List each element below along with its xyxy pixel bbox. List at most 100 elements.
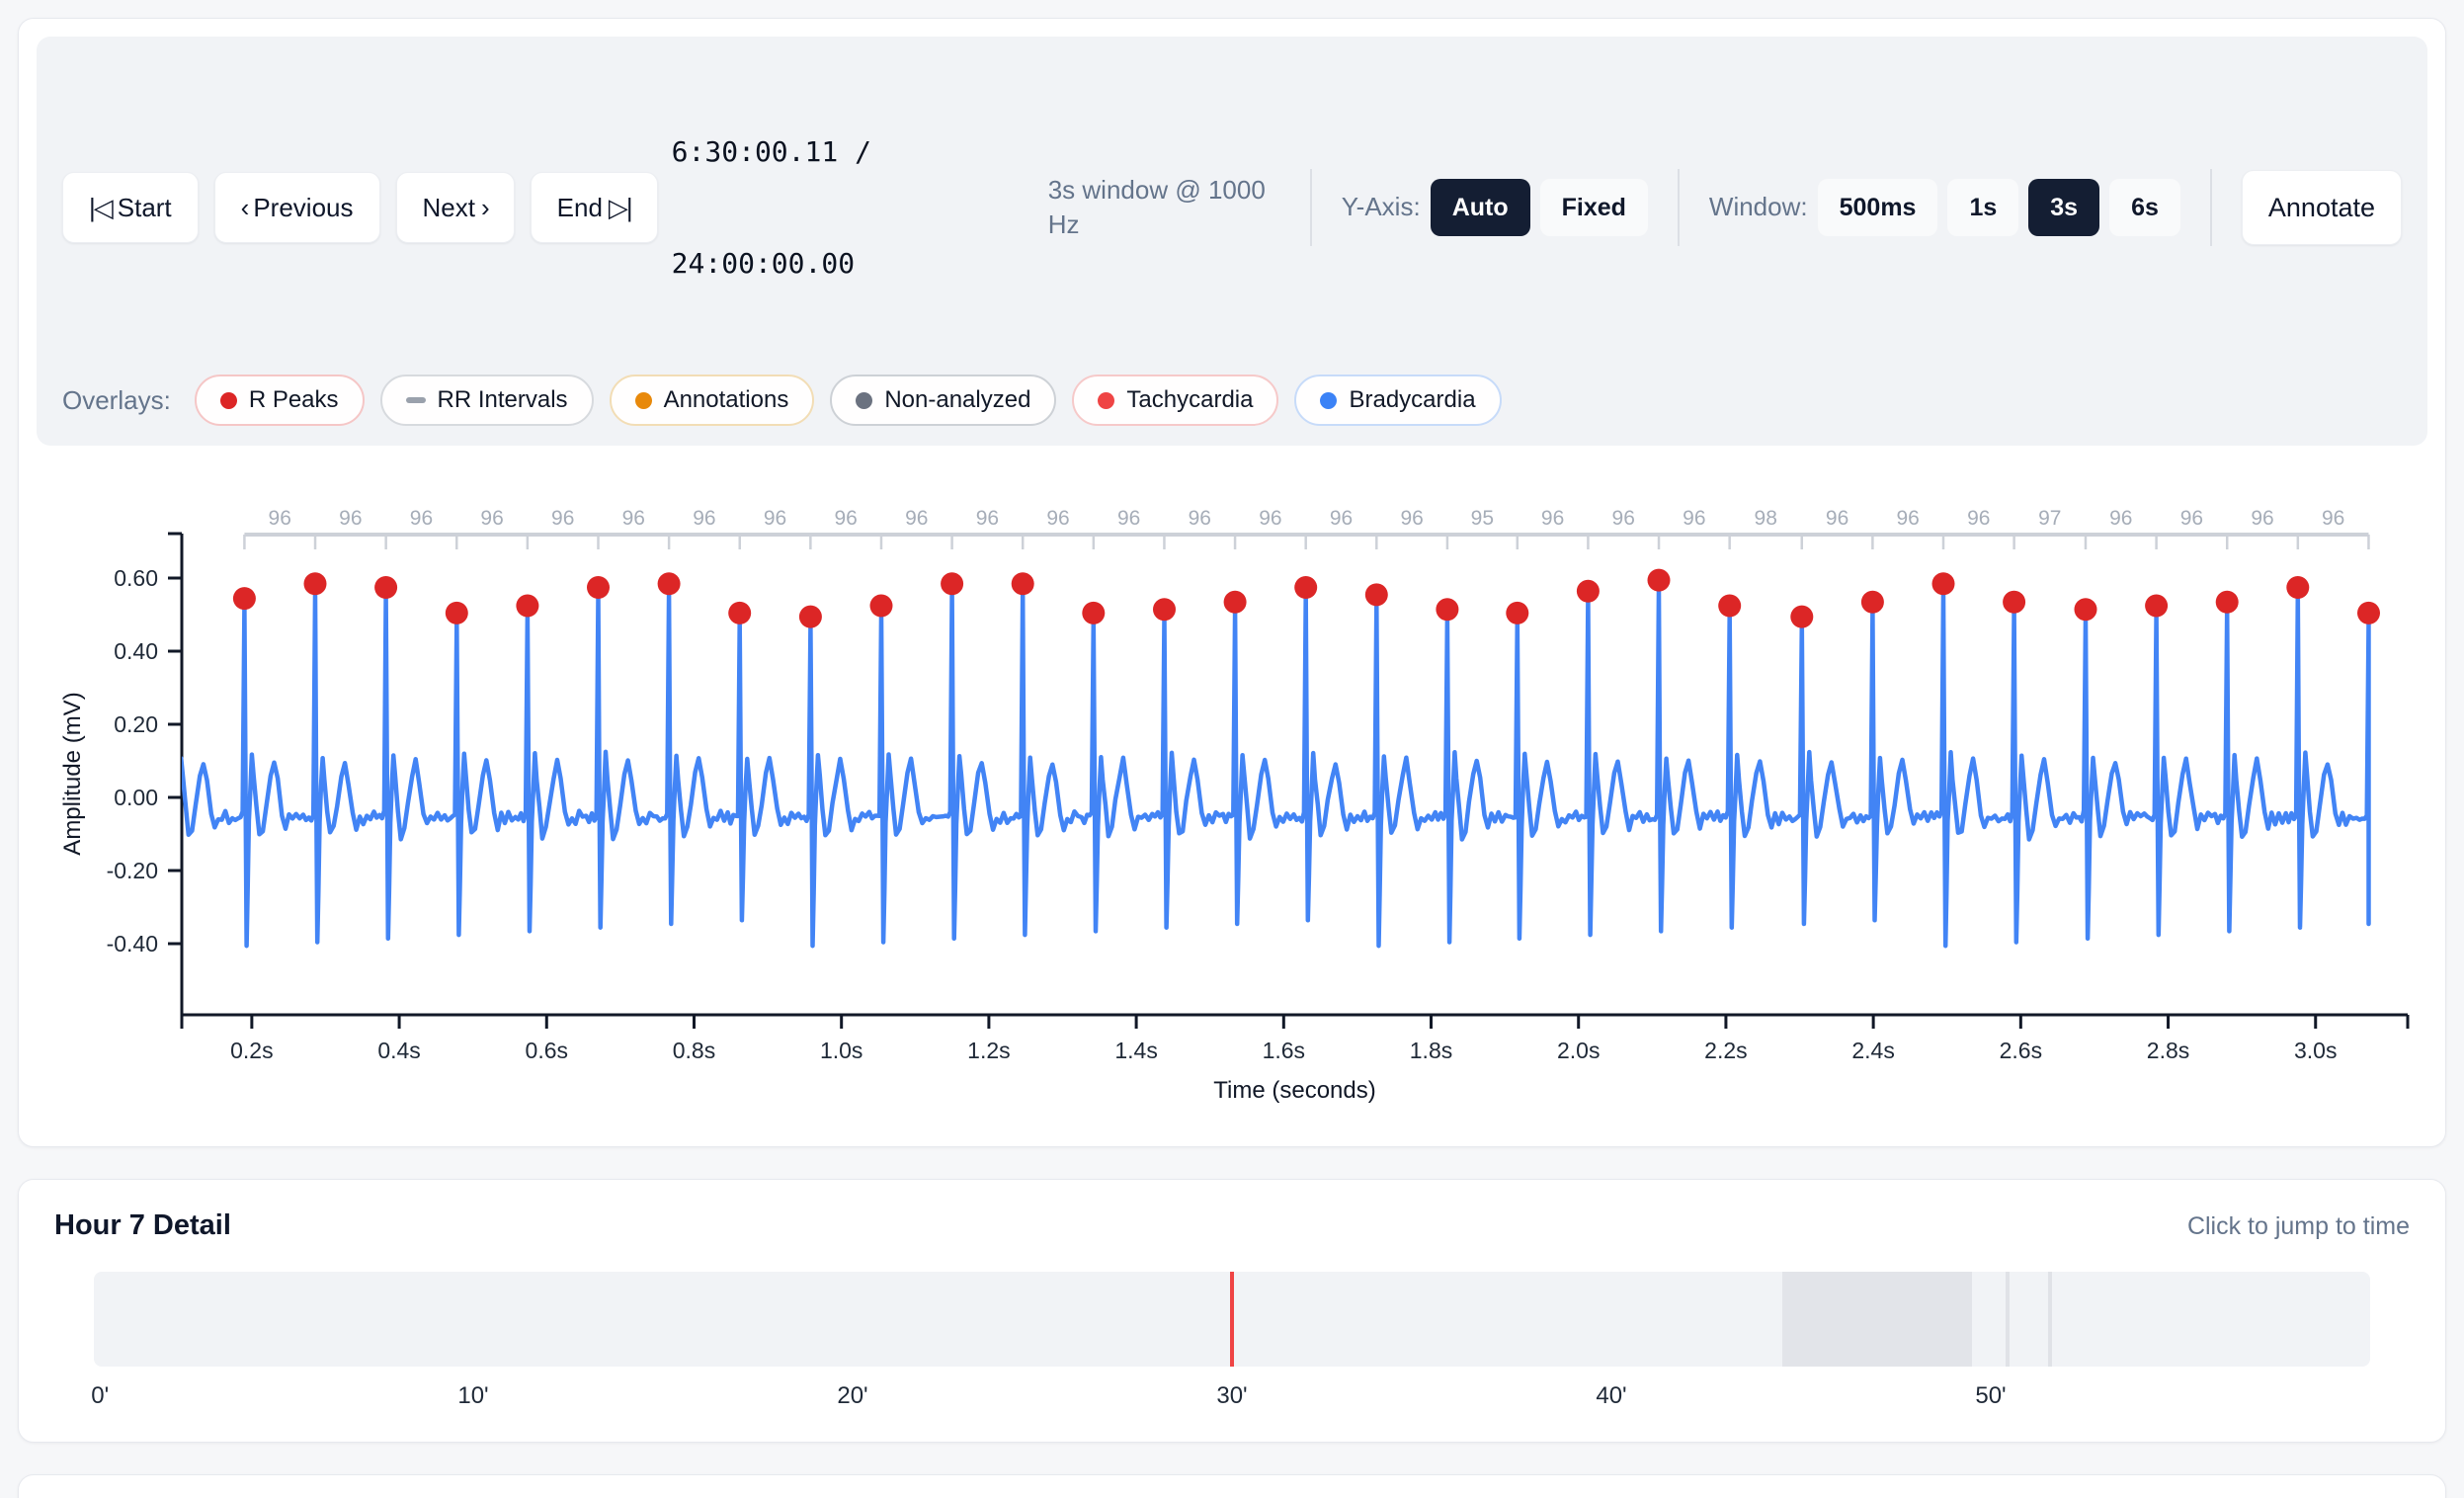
r-peak-dot <box>941 572 964 596</box>
rr-interval-value: 96 <box>551 507 574 530</box>
annotate-button[interactable]: Annotate <box>2241 170 2402 246</box>
r-peak-dot <box>1223 591 1247 615</box>
r-peak-dot <box>1576 580 1600 604</box>
x-tick-label: 2.0s <box>1557 1038 1600 1063</box>
window-info-text: 3s window @ 1000 Hz <box>1047 175 1266 240</box>
r-peak-dot <box>1647 568 1671 592</box>
overlay-label: R Peaks <box>248 386 339 414</box>
overlays-row: Overlays: R Peaks RR Intervals Annotations… <box>62 374 2402 427</box>
rr-interval-value: 96 <box>2180 507 2203 530</box>
y-axis-option-fixed[interactable]: Fixed <box>1539 179 1648 237</box>
r-peak-dot <box>2215 591 2239 615</box>
overlay-toggle-annotations[interactable]: Annotations <box>609 374 815 427</box>
r-peak-dot <box>1790 605 1814 628</box>
toolbar-divider <box>1309 169 1312 247</box>
x-tick-label: 0.2s <box>230 1038 273 1063</box>
nav-button-label: Previous <box>253 192 354 222</box>
window-option-1s[interactable]: 1s <box>1947 179 2019 237</box>
r-peak-dot <box>587 576 610 600</box>
overlay-toggle-tachycardia[interactable]: Tachycardia <box>1072 374 1279 427</box>
window-option-500ms[interactable]: 500ms <box>1817 179 1938 237</box>
chevron-right-icon: › <box>480 192 490 222</box>
r-peak-dot <box>1931 572 1955 596</box>
hour-detail-timeline[interactable] <box>94 1272 2370 1368</box>
toolbar: |◁ Start ‹ Previous Next › End ▷| 6:30:00.11 / … <box>37 37 2427 447</box>
overlay-toggle-rr-intervals[interactable]: RR Intervals <box>379 374 594 427</box>
overview-card: 24-Hour Overview Click hour to navigate … <box>18 1474 2446 1498</box>
rr-interval-value: 96 <box>2251 507 2273 530</box>
overlay-label: Bradycardia <box>1349 386 1476 414</box>
rr-interval-value: 96 <box>2109 507 2132 530</box>
rr-interval-value: 96 <box>1826 507 1848 530</box>
ecg-chart-svg[interactable]: 96 96 96 96 96 96 96 96 96 96 96 96 96 96 96 96 96 95 96 96… <box>37 471 2463 1124</box>
r-peak-dot <box>798 605 822 628</box>
r-peak-dot <box>516 594 539 618</box>
dot-legend-icon <box>1098 391 1115 409</box>
r-peak-dot <box>728 602 752 625</box>
hour-detail-hint: Click to jump to time <box>2186 1212 2410 1241</box>
nav-button-label: Next <box>422 192 475 222</box>
ecg-waveform-group <box>182 587 2371 949</box>
rr-interval-value: 96 <box>1117 507 1140 530</box>
rr-interval-value: 96 <box>1612 507 1635 530</box>
ecg-chart-area: 96 96 96 96 96 96 96 96 96 96 96 96 96 96 96 96 96 95 96 96… <box>37 471 2427 1128</box>
rr-interval-value: 96 <box>764 507 786 530</box>
timestamp-current: 6:30:00.11 / <box>671 134 871 168</box>
analyzed-event-block <box>1781 1272 1972 1368</box>
rr-interval-value: 96 <box>1330 507 1353 530</box>
rr-interval-value: 95 <box>1471 507 1494 530</box>
minute-tick-label: 0' <box>91 1382 110 1410</box>
rr-interval-value: 96 <box>1897 507 1920 530</box>
y-axis-option-auto[interactable]: Auto <box>1430 179 1530 237</box>
end-button[interactable]: End ▷| <box>530 172 658 244</box>
chart-axes: 0.60 0.40 0.20 0.00 -0.20 -0.40 0.2s 0.4s 0.6s 0.… <box>59 532 2410 1104</box>
timestamp-total: 24:00:00.00 <box>671 246 856 280</box>
start-button[interactable]: |◁ Start <box>62 172 199 244</box>
overlay-toggle-group: R Peaks RR Intervals Annotations Non-analyz… <box>194 374 1502 427</box>
window-option-6s[interactable]: 6s <box>2109 179 2180 237</box>
rr-interval-value: 96 <box>480 507 503 530</box>
hour-detail-strip-wrap: 0' 10' 20' 30' 40' 50' <box>91 1272 2370 1416</box>
event-line <box>2006 1272 2011 1368</box>
hour-detail-title: Hour 7 Detail <box>54 1209 231 1242</box>
overlay-label: Tachycardia <box>1126 386 1254 414</box>
axis-lines <box>180 534 2408 1017</box>
nav-button-label: End <box>556 192 603 222</box>
minute-tick-label: 10' <box>457 1382 489 1410</box>
rr-interval-value: 96 <box>1400 507 1423 530</box>
x-tick-label: 1.4s <box>1114 1038 1157 1063</box>
next-button[interactable]: Next › <box>395 172 515 244</box>
r-peak-dot <box>1364 583 1388 607</box>
toolbar-divider <box>1677 169 1680 247</box>
dash-legend-icon <box>405 397 426 404</box>
overlay-toggle-non-analyzed[interactable]: Non-analyzed <box>830 374 1057 427</box>
previous-button[interactable]: ‹ Previous <box>213 172 380 244</box>
rr-interval-value: 96 <box>622 507 645 530</box>
skip-to-start-icon: |◁ <box>89 192 114 222</box>
x-tick-label: 1.0s <box>820 1038 862 1063</box>
y-tick-label: -0.40 <box>107 931 158 957</box>
x-axis-title: Time (seconds) <box>1213 1077 1375 1104</box>
rr-interval-value: 96 <box>410 507 433 530</box>
r-peak-dot <box>232 587 256 611</box>
x-tick-label: 1.2s <box>967 1038 1010 1063</box>
x-tick-label: 2.2s <box>1704 1038 1747 1063</box>
overlay-toggle-r-peaks[interactable]: R Peaks <box>194 374 365 427</box>
rr-interval-value: 97 <box>2038 507 2061 530</box>
window-control-group: Window: 500ms 1s 3s 6s <box>1709 179 2180 237</box>
minute-tick-label: 40' <box>1596 1382 1627 1410</box>
y-axis-options: Auto Fixed <box>1430 179 1648 237</box>
skip-to-end-icon: ▷| <box>608 192 633 222</box>
nav-button-group: |◁ Start ‹ Previous Next › End ▷| <box>62 172 658 244</box>
overlay-toggle-bradycardia[interactable]: Bradycardia <box>1294 374 1502 427</box>
rr-interval-value: 96 <box>1967 507 1990 530</box>
overlay-label: RR Intervals <box>437 386 568 414</box>
rr-interval-value: 96 <box>1189 507 1211 530</box>
r-peak-dot <box>303 572 327 596</box>
y-tick-label: 0.00 <box>114 785 158 810</box>
rr-interval-value: 96 <box>1683 507 1705 530</box>
window-option-3s[interactable]: 3s <box>2028 179 2100 237</box>
event-line <box>2047 1272 2052 1368</box>
x-tick-label: 2.6s <box>2000 1038 2042 1063</box>
overlay-label: Non-analyzed <box>884 386 1031 414</box>
